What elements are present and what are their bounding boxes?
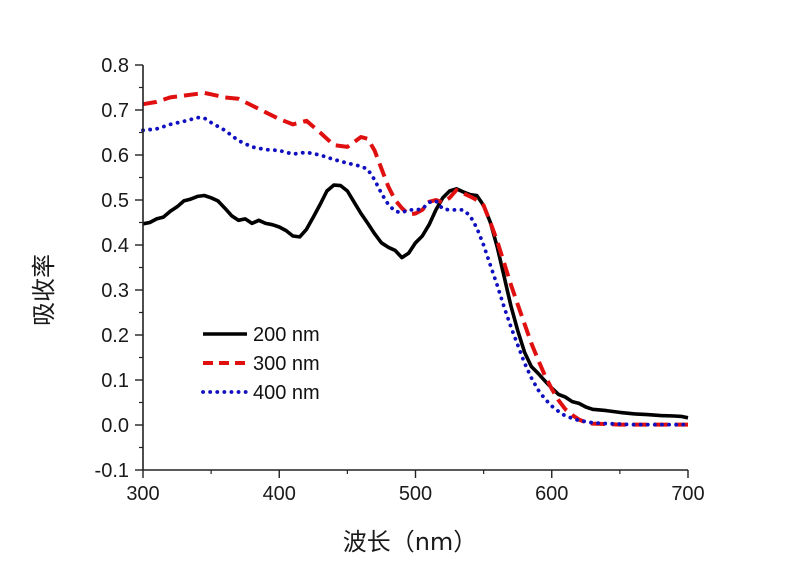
legend-label: 300 nm [253, 353, 320, 375]
y-tick-label: 0.3 [101, 280, 129, 302]
y-tick-label: 0.5 [101, 190, 129, 212]
x-tick-label: 500 [399, 483, 432, 505]
x-axis-title: 波长（nm） [343, 528, 478, 556]
y-tick-label: 0.1 [101, 370, 129, 392]
series-line-400-nm [141, 115, 690, 427]
y-axis-title: 吸收率 [30, 254, 58, 326]
y-tick-label: 0.0 [101, 415, 129, 437]
plot-area [141, 90, 690, 427]
legend-label: 400 nm [253, 382, 320, 404]
x-tick-label: 700 [671, 483, 704, 505]
legend: 200 nm 300 nm 400 nm [201, 324, 320, 404]
x-tick-label: 600 [535, 483, 568, 505]
x-tick-label: 400 [263, 483, 296, 505]
y-tick-label: 0.7 [101, 100, 129, 122]
legend-label: 200 nm [253, 324, 320, 346]
y-tick-label: 0.6 [101, 145, 129, 167]
y-tick-label: -0.1 [95, 460, 129, 482]
x-tick-label: 300 [126, 483, 159, 505]
y-tick-label: 0.8 [101, 55, 129, 77]
y-tick-label: 0.4 [101, 235, 129, 257]
axes: -0.1 0.0 0.1 0.2 0.3 0.4 0.5 0.6 0.7 0.8 300 400 500… [95, 55, 705, 505]
series-line-200-nm [142, 183, 689, 420]
y-tick-label: 0.2 [101, 325, 129, 347]
series-line-300-nm [142, 90, 688, 427]
